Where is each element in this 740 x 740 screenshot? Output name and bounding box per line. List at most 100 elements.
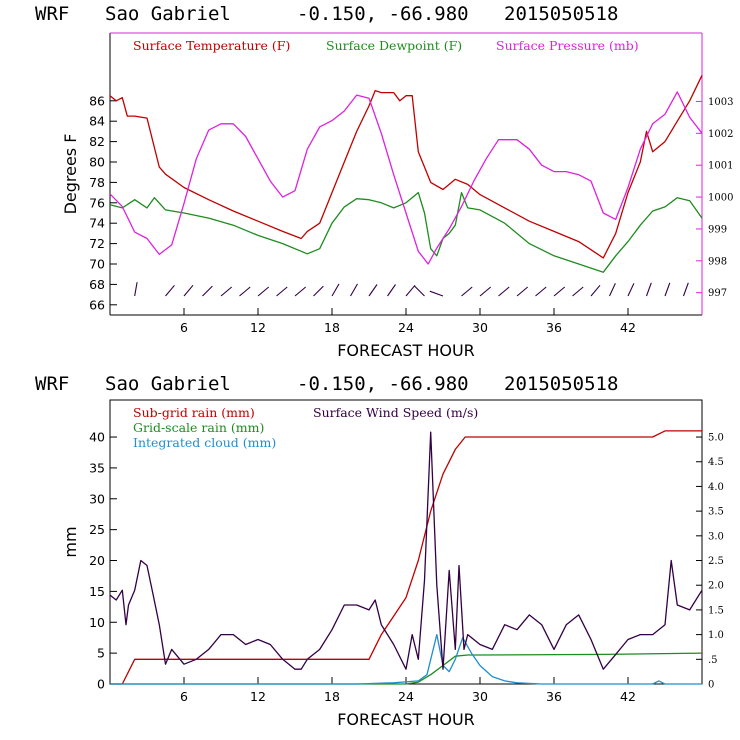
legend-integrated-cloud: Integrated cloud (mm) <box>133 435 276 450</box>
y-tick-label: 35 <box>89 460 105 475</box>
wind-barb <box>479 286 492 297</box>
wind-barb <box>516 286 529 297</box>
wind-barb <box>331 283 340 297</box>
wind-barb <box>202 285 213 297</box>
series-wind-speed-line <box>109 431 703 670</box>
wind-barb <box>257 286 270 297</box>
y-tick-label: 82 <box>89 134 105 149</box>
y-tick-label: 15 <box>89 584 105 599</box>
y2-tick-label: 1001 <box>708 161 733 172</box>
y-tick-label: 80 <box>89 155 105 170</box>
y-tick-label: 72 <box>89 236 105 251</box>
y2-tick-label: 4.0 <box>708 482 724 493</box>
legend-wind-speed: Surface Wind Speed (m/s) <box>313 405 478 420</box>
y2-tick-label: 0 <box>708 680 714 691</box>
legend-grid-rain: Grid-scale rain (mm) <box>133 420 264 435</box>
x-tick-label: 24 <box>398 689 414 704</box>
y-tick-label: 40 <box>89 430 105 445</box>
top-header-model: WRF <box>35 3 69 25</box>
wind-barb <box>239 286 251 297</box>
wind-barb <box>429 290 444 297</box>
top-header-station: Sao Gabriel <box>105 3 231 25</box>
wind-barb <box>414 285 425 297</box>
legend-subgrid-rain: Sub-grid rain (mm) <box>133 405 255 420</box>
legend-dewpoint: Surface Dewpoint (F) <box>326 38 462 53</box>
wind-barb <box>682 282 689 297</box>
wind-barb <box>368 284 378 297</box>
bottom-header-coords: -0.150, -66.980 <box>297 373 469 395</box>
wind-barb <box>276 286 288 297</box>
y-tick-label: 30 <box>89 491 105 506</box>
y-tick-label: 84 <box>89 114 105 129</box>
bottom-header-station: Sao Gabriel <box>105 373 231 395</box>
x-tick-label: 6 <box>180 320 188 335</box>
wind-barb <box>165 284 175 297</box>
y-tick-label: 10 <box>89 615 105 630</box>
y2-tick-label: .5 <box>708 655 718 666</box>
wind-barb <box>134 282 138 297</box>
y2-tick-label: 4.5 <box>708 457 724 468</box>
bottom-header-init: 2015050518 <box>504 373 618 395</box>
x-tick-label: 42 <box>620 689 636 704</box>
y2-tick-label: 3.0 <box>708 531 724 542</box>
y2-tick-label: 997 <box>708 288 727 299</box>
y-tick-label: 76 <box>89 195 105 210</box>
x-tick-label: 42 <box>620 320 636 335</box>
y2-tick-label: 5.0 <box>708 433 724 444</box>
x-tick-label: 6 <box>180 689 188 704</box>
wind-barb <box>183 284 194 297</box>
bottom-x-axis-label: FORECAST HOUR <box>337 710 475 729</box>
y-tick-label: 86 <box>89 93 105 108</box>
bottom-panel: 6 12 18 24 30 36 42 0 5 10 15 20 25 30 35 40 0 .5 1.0 1.5… <box>89 399 724 704</box>
x-tick-label: 18 <box>324 689 340 704</box>
x-tick-label: 18 <box>324 320 340 335</box>
series-subgrid-rain-line <box>110 430 702 685</box>
wind-barb <box>645 282 652 297</box>
y-tick-label: 66 <box>89 297 105 312</box>
wind-barb <box>664 282 671 297</box>
x-tick-label: 30 <box>472 689 488 704</box>
wind-barb <box>627 283 635 297</box>
y-tick-label: 70 <box>89 257 105 272</box>
wind-barb <box>609 283 616 297</box>
y2-tick-label: 998 <box>708 256 727 267</box>
y-tick-label: 78 <box>89 175 105 190</box>
wind-barb <box>535 286 547 297</box>
y-tick-label: 0 <box>97 677 105 692</box>
y2-tick-label: 999 <box>708 224 727 235</box>
x-tick-label: 30 <box>472 320 488 335</box>
series-cloud-line <box>110 633 702 685</box>
y2-tick-label: 2.5 <box>708 556 724 567</box>
legend-temperature: Surface Temperature (F) <box>133 38 290 53</box>
y-tick-label: 68 <box>89 277 105 292</box>
legend-pressure: Surface Pressure (mb) <box>496 38 639 53</box>
x-tick-label: 24 <box>398 320 414 335</box>
top-panel: 6 12 18 24 30 36 42 66 68 70 72 74 76 78 80 82 84 86 997… <box>89 32 733 335</box>
series-temperature-line <box>109 75 703 259</box>
wind-barb <box>553 286 566 297</box>
wind-barb <box>387 284 396 297</box>
x-tick-label: 36 <box>546 689 562 704</box>
wind-barb <box>294 286 307 297</box>
wind-barb <box>572 286 584 297</box>
y2-tick-label: 1000 <box>708 193 733 204</box>
x-tick-label: 36 <box>546 320 562 335</box>
wind-barb <box>313 285 324 297</box>
wind-barb <box>220 286 233 297</box>
y-tick-label: 20 <box>89 553 105 568</box>
wind-barb <box>590 284 601 297</box>
y-tick-label: 25 <box>89 522 105 537</box>
y2-tick-label: 3.5 <box>708 507 724 518</box>
series-dewpoint-line <box>109 191 703 273</box>
x-tick-label: 12 <box>250 320 266 335</box>
y2-tick-label: 1003 <box>708 97 733 108</box>
top-x-axis-label: FORECAST HOUR <box>337 341 475 360</box>
y2-tick-label: 1002 <box>708 129 733 140</box>
series-pressure-line <box>109 91 703 265</box>
x-tick-label: 12 <box>250 689 266 704</box>
y2-tick-label: 1.5 <box>708 605 724 616</box>
y-tick-label: 74 <box>89 216 105 231</box>
wind-barb <box>405 284 416 297</box>
wind-barb <box>461 286 473 297</box>
